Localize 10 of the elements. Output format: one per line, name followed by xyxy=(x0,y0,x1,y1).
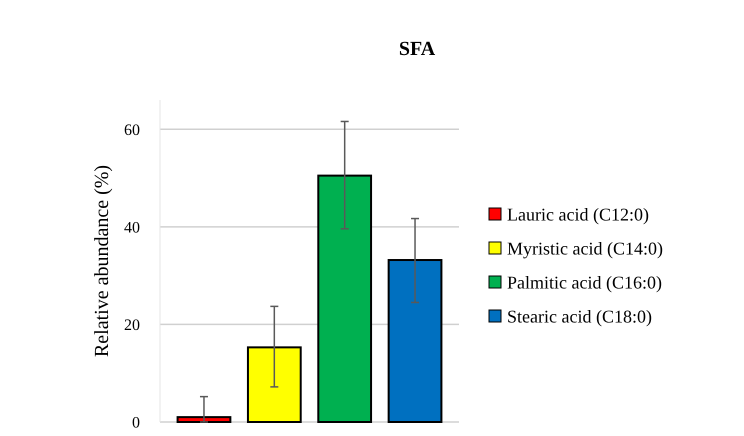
y-tick-label: 40 xyxy=(124,219,140,236)
chart-title: SFA xyxy=(398,38,436,60)
y-tick-label: 60 xyxy=(124,122,140,139)
y-tick-label: 0 xyxy=(132,414,140,432)
legend-label: Lauric acid (C12:0) xyxy=(507,204,649,224)
legend-label: Stearic acid (C18:0) xyxy=(507,306,652,326)
y-axis-title: Relative abundance (%) xyxy=(91,164,113,358)
legend-label: Myristic acid (C14:0) xyxy=(507,238,663,258)
legend-label: Palmitic acid (C16:0) xyxy=(507,272,662,292)
y-tick-label: 20 xyxy=(124,317,140,334)
